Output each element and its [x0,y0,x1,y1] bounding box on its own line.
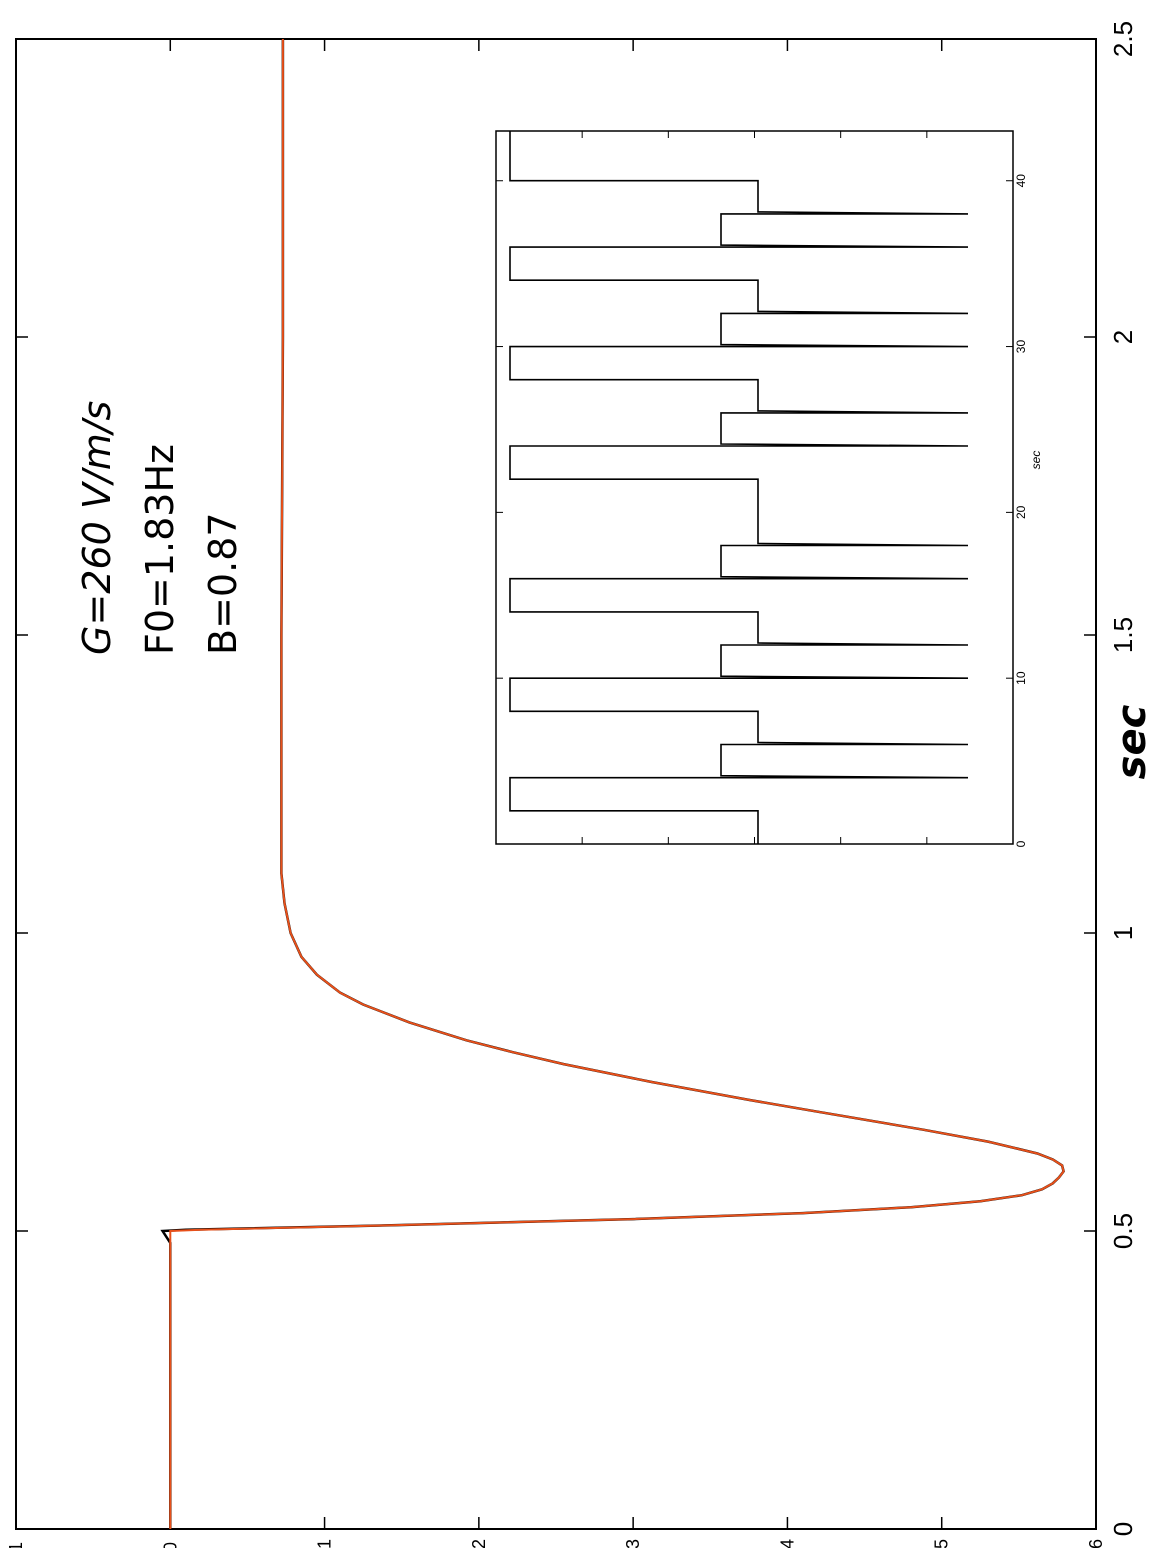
series-fit-line [169,39,1065,1529]
main-y-tick-label: -2 [469,1539,489,1548]
main-x-tick-label: 1.5 [1108,617,1138,653]
main-x-tick-label: 0 [1108,1522,1138,1536]
main-y-tick-label: -4 [777,1539,797,1548]
inset-x-tick-label: 20 [1014,505,1028,519]
inset-tick-marks [496,131,1013,845]
inset-tick-labels: 0 10 20 30 40 [1014,174,1028,848]
inset-x-tick-label: 0 [1014,840,1028,847]
main-x-tick-label: 1 [1108,926,1138,940]
main-tick-marks [15,38,1097,1530]
annotation-b: B=0.87 [201,512,245,655]
annotation-gain: G=260 V/m/s [75,401,119,655]
main-y-tick-label: -3 [623,1539,643,1548]
main-x-axis-label: sec [1109,704,1155,779]
main-y-tick-label: 1 [6,1542,26,1548]
main-y-tick-label: -1 [315,1539,335,1548]
inset-x-axis-label: sec [1029,451,1043,470]
main-y-tick-label: -5 [932,1539,952,1548]
inset-step-signal [509,131,969,844]
main-y-tick-label: -6 [1086,1539,1106,1548]
main-x-tick-label: 0.5 [1108,1213,1138,1249]
main-x-tick-label: 2.5 [1108,21,1138,57]
annotation-f0: F0=1.83Hz [138,444,182,655]
inset-plot-area [495,130,1014,845]
main-tick-labels: 00.511.522.51 0 -1 -2 -3 -4 -5 -6 [6,21,1138,1548]
inset-x-tick-label: 40 [1014,174,1028,188]
main-x-tick-label: 2 [1108,330,1138,344]
inset-x-tick-label: 30 [1014,340,1028,354]
main-y-tick-label: 0 [160,1542,180,1548]
inset-x-tick-label: 10 [1014,671,1028,685]
